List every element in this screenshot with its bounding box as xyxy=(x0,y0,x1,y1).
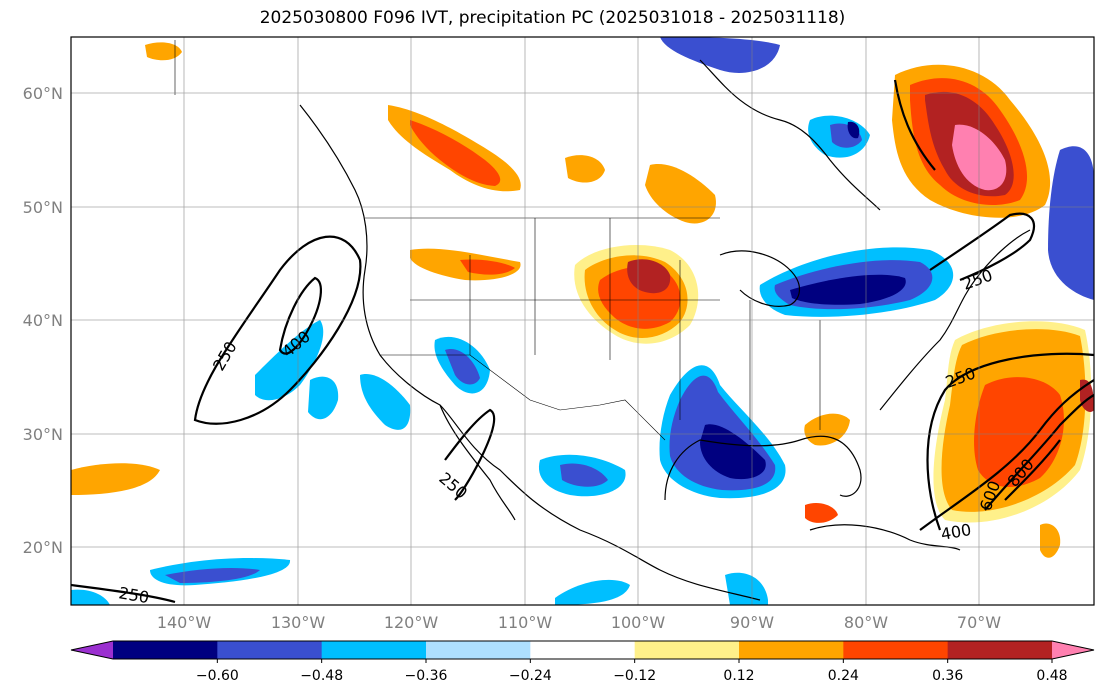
colorbar-tick-label: −0.48 xyxy=(300,668,343,684)
colorbar-segment xyxy=(947,641,1053,659)
positive-region-atlantic-inner xyxy=(974,377,1064,488)
ivt-contour-atlantic-600 xyxy=(984,394,1095,511)
ivt-contour-pacific-250 xyxy=(70,583,176,604)
lat-label-40: 40°N xyxy=(23,311,63,330)
latitude-labels: 60°N 50°N 40°N 30°N 20°N xyxy=(23,84,63,557)
lon-label-70w: 70°W xyxy=(957,613,1001,632)
lat-label-60: 60°N xyxy=(23,84,63,103)
lat-label-30: 30°N xyxy=(23,425,63,444)
lon-label-110w: 110°W xyxy=(498,613,553,632)
colorbar-tick-label: 0.24 xyxy=(828,668,859,684)
positive-region-nw-canada-inner xyxy=(410,120,501,186)
colorbar-segment xyxy=(321,641,427,659)
plot-title: 2025030800 F096 IVT, precipitation PC (2… xyxy=(259,8,846,28)
coastlines xyxy=(299,59,1031,601)
colorbar-extend-low xyxy=(71,641,113,659)
lat-label-50: 50°N xyxy=(23,198,63,217)
lon-label-90w: 90°W xyxy=(730,613,774,632)
colorbar-tick-label: −0.36 xyxy=(405,668,448,684)
negative-region-great-lakes-core xyxy=(790,274,906,305)
negative-region-texas-core xyxy=(700,424,766,480)
colorbar-tick-label: 0.48 xyxy=(1036,668,1067,684)
lon-label-130w: 130°W xyxy=(271,613,326,632)
colorbar-segment xyxy=(426,641,531,659)
colorbar-segment xyxy=(113,641,218,659)
map-frame xyxy=(70,36,1095,606)
ivt-contour-baja-250 xyxy=(444,408,496,501)
ivt-contour-labrador xyxy=(929,212,1035,282)
ivt-contours xyxy=(70,79,1095,604)
lon-label-80w: 80°W xyxy=(844,613,888,632)
lon-label-120w: 120°W xyxy=(384,613,439,632)
colorbar-segment xyxy=(634,641,740,659)
political-borders xyxy=(174,40,821,441)
ivt-contour-atlantic-250 xyxy=(926,352,1095,531)
ivt-contour-labrador-north xyxy=(893,79,936,171)
positive-region-hudson xyxy=(645,164,716,224)
colorbar-tick-label: −0.12 xyxy=(613,668,656,684)
colorbar-outline xyxy=(70,640,1095,660)
colorbar-segment xyxy=(843,641,949,659)
ivt-contour-west-250 xyxy=(193,235,362,425)
colorbar-segment xyxy=(739,641,844,659)
ivt-contour-atlantic-800 xyxy=(1004,439,1061,501)
ivt-contour-west-400 xyxy=(278,276,322,355)
colorbar-tick-label: 0.12 xyxy=(723,668,754,684)
colorbar-tick-label: −0.60 xyxy=(196,668,239,684)
lon-label-140w: 140°W xyxy=(157,613,212,632)
colorbar-tick-label: −0.24 xyxy=(509,668,552,684)
gridlines xyxy=(71,37,1094,605)
colorbar-segment xyxy=(530,641,636,659)
colorbar: −0.60 −0.48 −0.36 −0.24 −0.12 0.12 0.24 0.36 0.4… xyxy=(70,640,1095,684)
colorbar-tick-label: 0.36 xyxy=(932,668,963,684)
lat-label-20: 20°N xyxy=(23,538,63,557)
lon-label-100w: 100°W xyxy=(611,613,666,632)
ivt-contour-atlantic-400 xyxy=(919,379,1095,531)
colorbar-segment xyxy=(217,641,323,659)
colorbar-extend-high xyxy=(1052,641,1094,659)
longitude-labels: 140°W 130°W 120°W 110°W 100°W 90°W 80°W … xyxy=(157,613,1001,632)
